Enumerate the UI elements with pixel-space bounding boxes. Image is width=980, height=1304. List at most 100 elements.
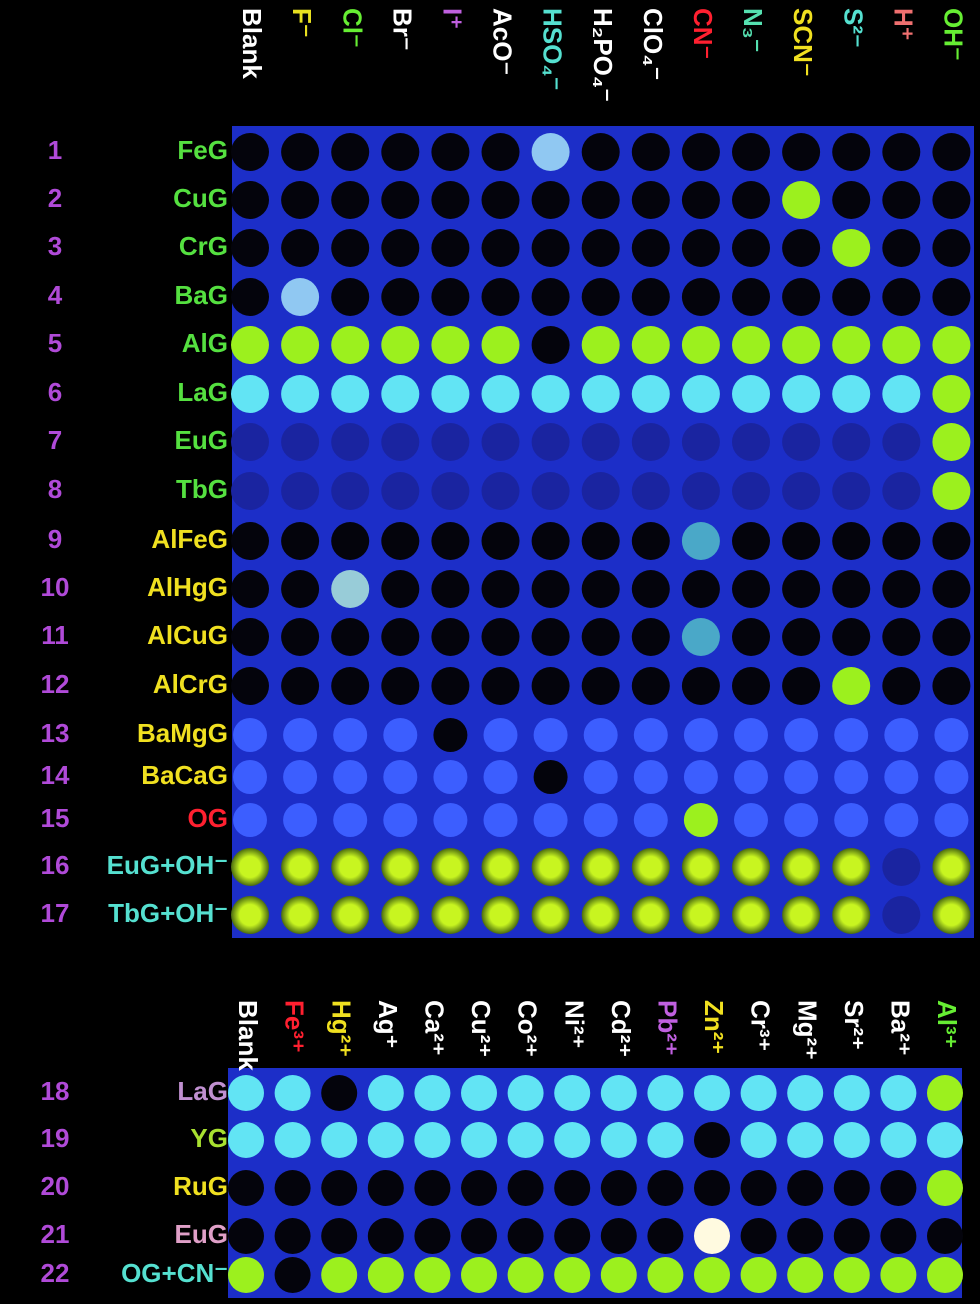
well: [274, 1075, 311, 1111]
row-name: BaCaG: [141, 760, 228, 790]
well: [481, 896, 520, 934]
well: [631, 667, 670, 705]
well: [833, 1075, 870, 1111]
well: [581, 181, 620, 219]
well: [414, 1257, 451, 1293]
well: [631, 278, 670, 316]
well: [531, 848, 570, 886]
well: [631, 229, 670, 267]
well: [228, 1075, 264, 1111]
well: [228, 1257, 264, 1293]
well: [740, 1170, 777, 1206]
well: [531, 278, 570, 316]
well: [934, 718, 969, 752]
well: [274, 1122, 311, 1158]
well: [233, 760, 267, 794]
well: [461, 1075, 497, 1111]
well: [932, 472, 971, 510]
well: [281, 423, 320, 461]
well: [331, 667, 370, 705]
well: [732, 667, 770, 705]
row-name: AlG: [182, 328, 228, 358]
well: [932, 522, 971, 560]
well: [647, 1122, 684, 1158]
well: [631, 848, 670, 886]
well: [331, 278, 370, 316]
well: [882, 229, 921, 267]
well: [381, 375, 420, 413]
well: [631, 423, 670, 461]
column-label: HSO₄⁻: [538, 8, 568, 90]
well: [431, 667, 470, 705]
well: [681, 181, 720, 219]
well: [633, 803, 668, 837]
well: [281, 375, 320, 413]
column-label: N₃⁻: [738, 8, 768, 53]
row-name: AlCuG: [147, 620, 228, 650]
well: [581, 896, 620, 934]
well: [882, 667, 921, 705]
column-label: OH⁻: [939, 8, 969, 61]
column-label: Ag⁺: [373, 1000, 403, 1048]
well: [932, 667, 971, 705]
well: [787, 1075, 824, 1111]
well: [414, 1170, 451, 1206]
well: [231, 472, 269, 510]
well: [787, 1257, 824, 1293]
well: [681, 326, 720, 364]
row-number: 8: [48, 474, 62, 504]
well: [533, 760, 568, 794]
row-name: CrG: [179, 231, 228, 261]
well: [782, 133, 821, 171]
well: [782, 618, 821, 656]
well: [833, 1170, 870, 1206]
well: [383, 803, 418, 837]
well: [483, 760, 518, 794]
well: [932, 326, 971, 364]
column-label: AcO⁻: [488, 8, 518, 75]
well: [934, 760, 969, 794]
well: [732, 423, 770, 461]
well: [600, 1075, 637, 1111]
well: [274, 1218, 311, 1254]
well: [740, 1257, 777, 1293]
well: [333, 718, 368, 752]
well: [461, 1170, 497, 1206]
column-label: H₂PO₄⁻: [588, 8, 618, 102]
well: [233, 718, 267, 752]
row-number: 5: [48, 328, 62, 358]
well: [927, 1170, 963, 1206]
well: [932, 181, 971, 219]
well: [882, 570, 921, 608]
well: [321, 1122, 358, 1158]
well: [231, 133, 269, 171]
well: [367, 1122, 404, 1158]
well: [481, 326, 520, 364]
well: [281, 570, 320, 608]
row-number: 4: [48, 280, 63, 310]
column-label: S²⁻: [838, 8, 868, 48]
row-number: 19: [41, 1123, 70, 1153]
well: [331, 375, 370, 413]
well: [734, 803, 768, 837]
well: [681, 896, 720, 934]
well: [281, 326, 320, 364]
well: [784, 760, 819, 794]
well: [782, 326, 821, 364]
well: [932, 229, 971, 267]
well: [228, 1122, 264, 1158]
well: [782, 896, 821, 934]
well: [581, 278, 620, 316]
row-number: 20: [41, 1171, 70, 1201]
well: [880, 1075, 917, 1111]
column-label: Ni²⁺: [559, 1000, 589, 1048]
well: [882, 423, 921, 461]
well: [834, 718, 869, 752]
well: [647, 1218, 684, 1254]
well: [932, 423, 971, 461]
well: [281, 229, 320, 267]
well: [231, 522, 269, 560]
well: [882, 181, 921, 219]
well: [231, 278, 269, 316]
well: [431, 375, 470, 413]
